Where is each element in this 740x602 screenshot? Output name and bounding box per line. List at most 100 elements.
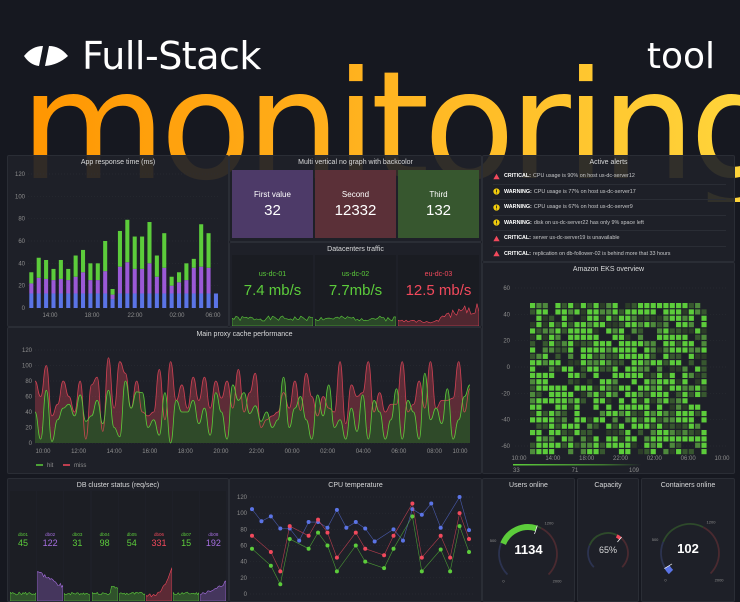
heatmap-cell	[612, 379, 618, 385]
heatmap-cell	[587, 315, 593, 321]
brand: Full-Stack	[22, 34, 261, 78]
panel-title: DB cluster status (req/sec)	[76, 482, 160, 489]
y-tick-label: 80	[240, 527, 247, 533]
heatmap-cell	[682, 334, 688, 340]
bar-segment-blue	[95, 293, 100, 308]
x-tick-label: 10:00	[714, 456, 730, 462]
heatmap-cell	[536, 430, 542, 436]
heatmap-cell	[650, 315, 656, 321]
heatmap-cell	[618, 353, 625, 359]
heatmap-cell	[555, 410, 561, 417]
panel-app-response-time[interactable]: App response time (ms) 0 20 40 60 80 100 120 14…	[7, 155, 229, 327]
panel-datacenters-traffic[interactable]: Datacenters traffic us-dc-01 7.4 mb/s us…	[229, 242, 482, 327]
heatmap-cell	[701, 347, 707, 353]
heatmap-cell	[657, 417, 663, 423]
bar-segment-green	[29, 272, 34, 284]
x-tick-label: 14:00	[42, 313, 58, 319]
db-stat-db02: db02 122	[37, 491, 64, 601]
panel-capacity[interactable]: Capacity 65%	[577, 478, 639, 602]
data-point-green	[268, 563, 273, 568]
heatmap-cell	[536, 423, 542, 429]
heatmap-cell	[549, 442, 555, 448]
heatmap-cell	[688, 303, 694, 309]
heatmap-cell	[682, 417, 688, 423]
alert-item[interactable]: CRITICAL: CPU usage is 90% on host us-dc-…	[493, 169, 726, 185]
heatmap-cell	[637, 353, 644, 359]
bar-segment-blue	[206, 293, 211, 308]
heatmap-cell	[580, 315, 586, 321]
heatmap-cell	[599, 417, 605, 423]
heatmap-cell	[701, 372, 707, 378]
heatmap-cell	[542, 347, 548, 353]
heatmap-cell	[587, 442, 593, 448]
heatmap-cell	[650, 372, 656, 378]
db-value: 122	[42, 538, 58, 548]
heatmap-cell	[688, 347, 694, 353]
data-point-green	[306, 546, 311, 551]
db-stat-db05: db05 54	[118, 491, 145, 601]
alert-item[interactable]: CRITICAL: replication on db-follower-02 i…	[493, 247, 726, 262]
panel-cpu-temperature[interactable]: CPU temperature 0 20 40 60 80 100 120	[229, 478, 482, 602]
heatmap-cell	[618, 436, 625, 442]
panel-title: Multi vertical no graph with backcolor	[298, 159, 413, 166]
heatmap-cell	[542, 442, 548, 448]
panel-containers-online[interactable]: Containers online 0 500 1200 2000 102	[641, 478, 735, 602]
panel-multi-stat[interactable]: Multi vertical no graph with backcolor F…	[229, 155, 482, 242]
dc-value: 7.7mb/s	[328, 282, 383, 299]
alert-level: WARNING:	[504, 204, 532, 211]
alert-item[interactable]: CRITICAL: server us-dc-server19 is unavai…	[493, 231, 726, 247]
alert-item[interactable]: WARNING: disk on us-dc-server22 has only …	[493, 216, 726, 231]
heatmap-cell	[701, 328, 707, 334]
bar-segment-blue	[110, 299, 115, 308]
heatmap-cell	[574, 417, 580, 423]
gauge-value: 65%	[598, 545, 617, 555]
heatmap-cell	[606, 398, 612, 404]
heatmap-cell	[574, 309, 580, 315]
data-point-red	[438, 533, 443, 538]
bar-segment-green	[80, 249, 86, 273]
heatmap-cell	[663, 303, 669, 309]
heatmap-cell	[536, 442, 542, 448]
alert-level: CRITICAL:	[504, 173, 531, 180]
heatmap-cell	[568, 436, 574, 442]
db-stat-db08: db08 192	[200, 491, 227, 601]
heatmap-cell	[650, 360, 656, 366]
heatmap-cell	[561, 436, 567, 442]
heatmap-cell	[612, 309, 618, 315]
heatmap-cell	[637, 430, 644, 436]
panel-active-alerts[interactable]: Active alerts CRITICAL: CPU usage is 90% …	[482, 155, 735, 262]
panel-users-online[interactable]: Users online 0 500 1200 2000 1134	[482, 478, 575, 602]
heatmap-cell	[561, 423, 567, 429]
data-point-blue	[353, 520, 358, 525]
bar-segment-green	[140, 236, 145, 269]
heatmap-cell	[650, 398, 656, 404]
panel-amazon-eks[interactable]: Amazon EKS overview 60 40 20 0 -20 -40 -60 10:0…	[482, 262, 735, 474]
heatmap-cell	[618, 328, 625, 334]
heatmap-cell	[568, 341, 574, 347]
db-sparkline	[10, 591, 36, 601]
heatmap-cell	[568, 360, 574, 366]
heatmap-cell	[650, 417, 656, 423]
heatmap-cell	[599, 341, 605, 347]
heatmap-cell	[549, 417, 555, 423]
heatmap-cell	[536, 360, 542, 366]
heatmap-cell	[657, 347, 663, 353]
panel-main-proxy[interactable]: Main proxy cache performance 0 20 40 60 80 10…	[7, 327, 482, 474]
heatmap-cell	[676, 303, 682, 309]
heatmap-cell	[644, 391, 650, 398]
alert-item[interactable]: WARNING: CPU usage is 67% on host us-dc-s…	[493, 200, 726, 216]
heatmap-cell	[669, 347, 675, 353]
heatmap-cell	[657, 328, 663, 334]
bar-segment-blue	[184, 293, 189, 308]
heatmap-cell	[676, 379, 682, 385]
heatmap-cell	[549, 315, 555, 321]
heatmap-cell	[637, 449, 644, 455]
data-point-green	[287, 537, 292, 542]
alert-item[interactable]: WARNING: CPU usage is 77% on host us-dc-s…	[493, 185, 726, 200]
heatmap-cell	[593, 391, 599, 398]
db-stat-db04: db04 98	[91, 491, 118, 601]
heatmap-cell	[618, 334, 625, 340]
panel-db-cluster[interactable]: DB cluster status (req/sec) db01 45 db02 12…	[7, 478, 229, 602]
x-tick-label: 20:00	[213, 449, 229, 455]
heatmap-cell	[625, 417, 631, 423]
